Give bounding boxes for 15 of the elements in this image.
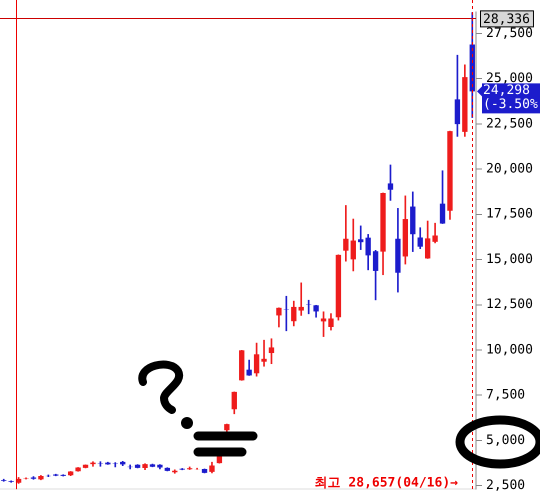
y-tick-label: 22,500 [486, 116, 533, 132]
y-tick-label: 17,500 [486, 206, 533, 222]
y-tick-label: 12,500 [486, 297, 533, 312]
text: 24,298 (-3.50%) [483, 82, 540, 112]
candlestick [268, 338, 274, 364]
y-tick-label: 5,000 [486, 432, 526, 448]
annotation: 최고 28,657(04/16)→ [314, 476, 458, 491]
candlestick [320, 311, 326, 337]
y-tick-label: 15,000 [486, 252, 533, 267]
y-tick-label: 7,500 [486, 388, 526, 403]
y-tick-label: 10,000 [486, 342, 533, 358]
y-tick-label: 2,500 [486, 478, 526, 493]
ref-line-label: 28,336 [483, 12, 530, 27]
y-tick-label: 20,000 [486, 162, 533, 176]
y-tick-label: 27,500 [486, 26, 533, 41]
